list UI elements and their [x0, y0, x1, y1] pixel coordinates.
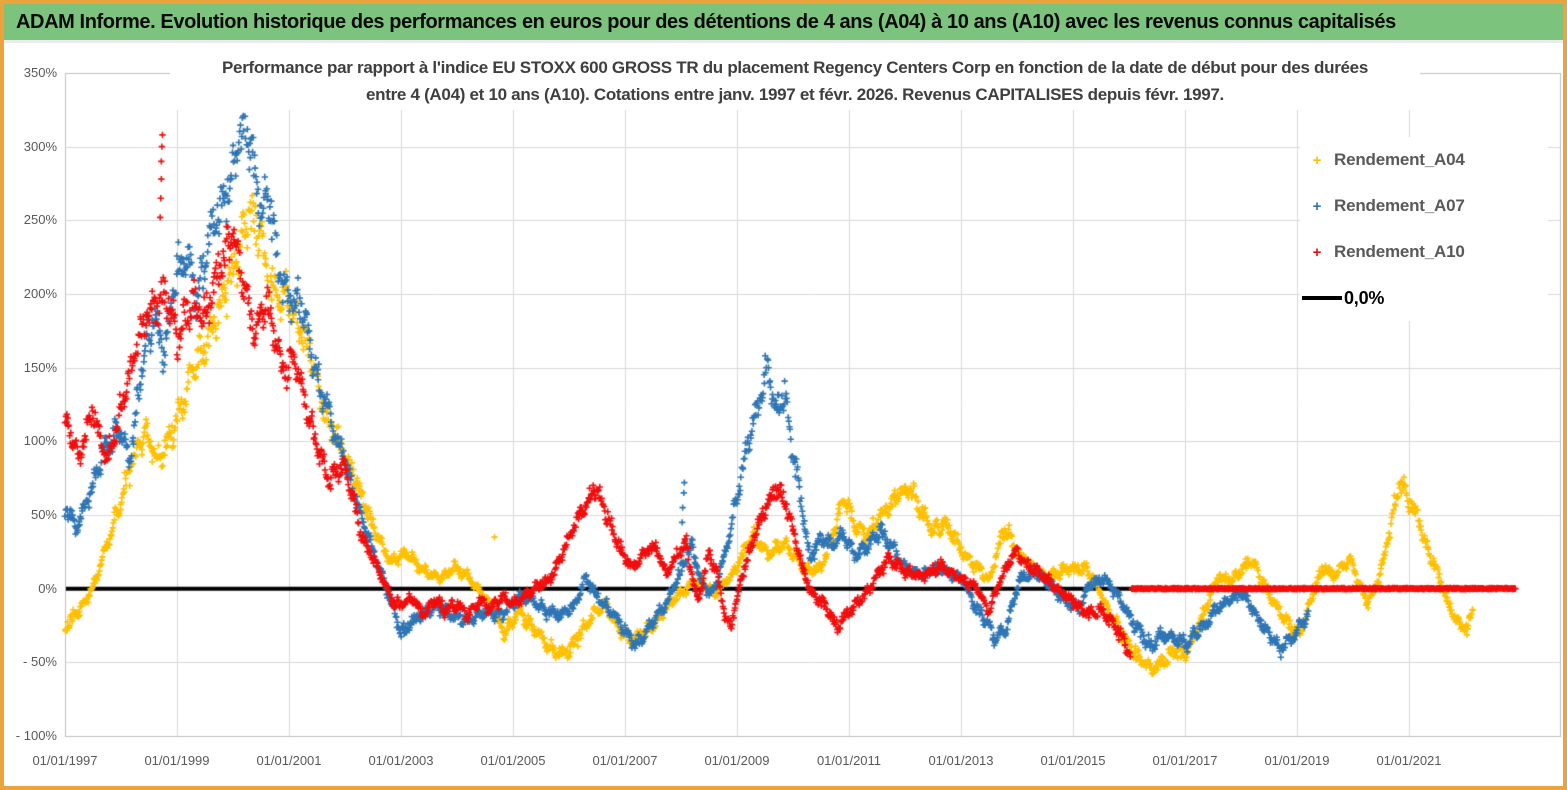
x-tick-label: 01/01/2011 [816, 753, 882, 768]
plus-marker-icon: + [1312, 197, 1322, 215]
x-tick-label: 01/01/2001 [256, 753, 322, 768]
chart-title: Performance par rapport à l'indice EU ST… [170, 52, 1420, 110]
x-tick-label: 01/01/2015 [1040, 753, 1106, 768]
legend-item: + Rendement_A07 [1300, 183, 1548, 229]
report-header-bar: ADAM Informe. Evolution historique des p… [4, 4, 1563, 43]
y-tick-label: 200% [23, 286, 57, 301]
x-tick-label: 01/01/2017 [1152, 753, 1218, 768]
legend-label: Rendement_A07 [1334, 196, 1465, 215]
legend-item: + Rendement_A04 [1300, 137, 1548, 183]
x-tick-label: 01/01/1997 [32, 753, 98, 768]
zero-line-swatch [1302, 296, 1342, 300]
plus-marker-icon: + [1312, 151, 1322, 169]
legend-item-zero-line: 0,0% [1300, 275, 1548, 321]
x-tick-label: 01/01/2005 [480, 753, 546, 768]
x-tick-label: 01/01/2019 [1264, 753, 1330, 768]
x-tick-label: 01/01/1999 [144, 753, 210, 768]
x-tick-label: 01/01/2007 [592, 753, 658, 768]
y-tick-label: 0% [38, 580, 57, 596]
y-tick-label: 250% [23, 212, 57, 228]
legend-label: Rendement_A04 [1334, 150, 1465, 169]
chart-title-line1: Performance par rapport à l'indice EU ST… [222, 58, 1368, 77]
chart-legend: + Rendement_A04 + Rendement_A07 + Rendement_A… [1300, 137, 1548, 321]
x-tick-label: 01/01/2003 [368, 753, 434, 768]
y-tick-label: 150% [23, 359, 57, 375]
chart-title-line2: entre 4 (A04) et 10 ans (A10). Cotations… [366, 85, 1224, 104]
y-tick-label: 100% [23, 433, 57, 449]
report-title: ADAM Informe. Evolution historique des p… [16, 10, 1396, 33]
legend-label: 0,0% [1344, 287, 1385, 308]
plus-marker-icon: + [1312, 243, 1322, 261]
x-tick-label: 01/01/2021 [1376, 753, 1442, 768]
x-tick-label: 01/01/2009 [704, 753, 770, 768]
legend-item: + Rendement_A10 [1300, 229, 1548, 275]
y-tick-label: 350% [23, 65, 57, 80]
y-tick-label: 50% [30, 507, 57, 522]
y-tick-label: 300% [23, 138, 57, 154]
y-tick-label: - 100% [15, 728, 57, 743]
legend-label: Rendement_A10 [1334, 242, 1465, 261]
x-tick-label: 01/01/2013 [928, 753, 994, 768]
y-tick-label: - 50% [23, 654, 57, 670]
